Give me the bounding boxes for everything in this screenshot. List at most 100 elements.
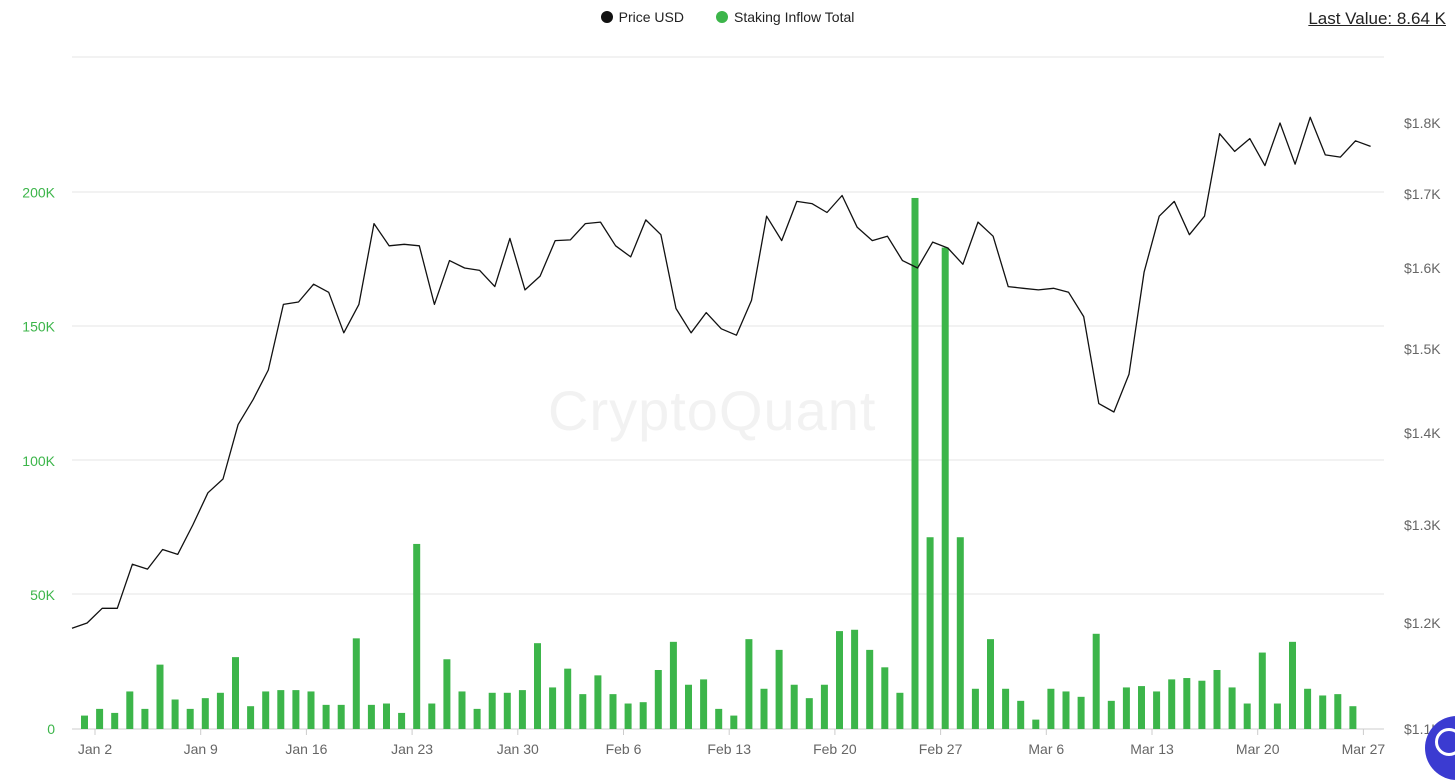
staking-bar — [1153, 691, 1161, 729]
staking-bar — [1122, 687, 1130, 729]
staking-bar — [775, 649, 783, 729]
staking-bar — [926, 537, 934, 729]
staking-bar — [171, 699, 179, 729]
staking-bar — [322, 704, 330, 729]
staking-bar — [156, 664, 164, 729]
price-line-path — [71, 116, 1371, 629]
right-axis-tick-label: $1.2K — [1404, 615, 1441, 631]
staking-bar — [201, 698, 209, 729]
staking-bar — [216, 692, 224, 729]
staking-bar — [987, 639, 994, 729]
staking-bar — [428, 703, 436, 729]
staking-bar — [96, 708, 104, 729]
staking-bar — [941, 247, 949, 729]
staking-bar — [337, 704, 345, 729]
legend-item-price[interactable]: Price USD — [600, 9, 684, 25]
legend-label-price: Price USD — [618, 9, 684, 25]
staking-bar — [262, 691, 270, 729]
left-axis-tick-label: 0 — [47, 721, 55, 737]
staking-bar — [760, 688, 768, 729]
staking-bar — [881, 667, 889, 729]
staking-bar — [1062, 691, 1070, 729]
staking-bars — [81, 197, 1357, 730]
staking-bar — [141, 708, 149, 729]
right-axis-tick-label: $1.7K — [1404, 186, 1441, 202]
staking-bar — [1138, 686, 1145, 729]
left-axis-tick-label: 100K — [22, 453, 55, 469]
legend-item-staking[interactable]: Staking Inflow Total — [715, 9, 854, 25]
x-axis-tick-label: Feb 20 — [813, 741, 857, 757]
staking-bar — [745, 639, 753, 729]
staking-bar — [398, 712, 406, 729]
staking-bar — [503, 692, 511, 729]
staking-bar — [518, 690, 526, 729]
x-axis-tick-label: Mar 20 — [1236, 741, 1280, 757]
staking-bar — [1047, 688, 1055, 729]
left-axis-tick-label: 200K — [22, 185, 55, 201]
staking-bar — [458, 691, 466, 729]
staking-bar — [730, 715, 738, 729]
right-axis: $1.1K$1.2K$1.3K$1.4K$1.5K$1.6K$1.7K$1.8K — [1404, 115, 1441, 737]
grid-lines — [72, 56, 1384, 730]
staking-bar — [1198, 680, 1206, 729]
staking-bar — [639, 702, 647, 729]
x-axis-tick-label: Feb 6 — [606, 741, 642, 757]
staking-bar — [564, 668, 572, 729]
staking-bar — [352, 638, 360, 729]
staking-bar — [820, 684, 828, 729]
staking-bar — [232, 657, 239, 729]
staking-bar — [911, 197, 919, 730]
staking-bar — [1183, 678, 1191, 729]
x-axis-tick-label: Feb 13 — [707, 741, 751, 757]
right-axis-tick-label: $1.4K — [1404, 425, 1441, 441]
staking-bar — [805, 698, 813, 729]
staking-bar — [443, 659, 451, 729]
staking-legend-dot-icon — [715, 11, 728, 23]
x-axis-tick-label: Jan 9 — [184, 741, 218, 757]
staking-bar — [700, 679, 708, 729]
staking-bar — [413, 543, 421, 729]
staking-bar — [367, 704, 375, 729]
right-axis-tick-label: $1.8K — [1404, 115, 1441, 131]
left-axis: 0 50K 100K 150K 200K — [22, 185, 55, 737]
staking-bar — [126, 691, 134, 729]
x-axis-tick-label: Jan 30 — [497, 741, 539, 757]
staking-bar — [1168, 679, 1176, 729]
staking-bar — [111, 712, 119, 729]
chart-legend: Price USD Staking Inflow Total — [0, 9, 1455, 25]
staking-bar — [292, 690, 300, 729]
staking-bar — [1213, 669, 1221, 729]
right-axis-tick-label: $1.5K — [1404, 341, 1441, 357]
staking-bar — [1002, 688, 1010, 729]
x-axis: Jan 2 Jan 9 Jan 16 Jan 23 Jan 30 Feb 6 Feb 13 F… — [78, 729, 1385, 757]
staking-bar — [624, 703, 632, 729]
staking-bar — [1319, 695, 1327, 729]
staking-bar — [1107, 700, 1115, 729]
staking-bar — [790, 684, 798, 729]
staking-bar — [1077, 696, 1085, 729]
staking-bar — [81, 715, 88, 729]
price-line — [71, 116, 1371, 629]
staking-bar — [685, 684, 692, 729]
staking-bar — [715, 708, 723, 729]
x-axis-tick-label: Feb 27 — [919, 741, 963, 757]
x-axis-tick-label: Jan 23 — [391, 741, 433, 757]
staking-bar — [277, 690, 285, 729]
staking-bar — [1092, 633, 1100, 729]
x-axis-tick-label: Jan 16 — [285, 741, 327, 757]
staking-bar — [836, 631, 843, 729]
staking-bar — [383, 703, 390, 729]
last-value-readout[interactable]: Last Value: 8.64 K — [1308, 9, 1446, 28]
staking-bar — [488, 692, 496, 729]
staking-bar — [866, 649, 874, 729]
staking-bar — [1258, 652, 1266, 729]
staking-bar — [971, 688, 979, 729]
staking-bar — [1304, 688, 1312, 729]
staking-bar — [654, 669, 662, 729]
price-legend-dot-icon — [600, 11, 613, 23]
staking-bar — [247, 706, 255, 729]
staking-bar — [609, 694, 617, 729]
staking-bar — [1017, 700, 1025, 729]
staking-bar — [1349, 706, 1357, 729]
